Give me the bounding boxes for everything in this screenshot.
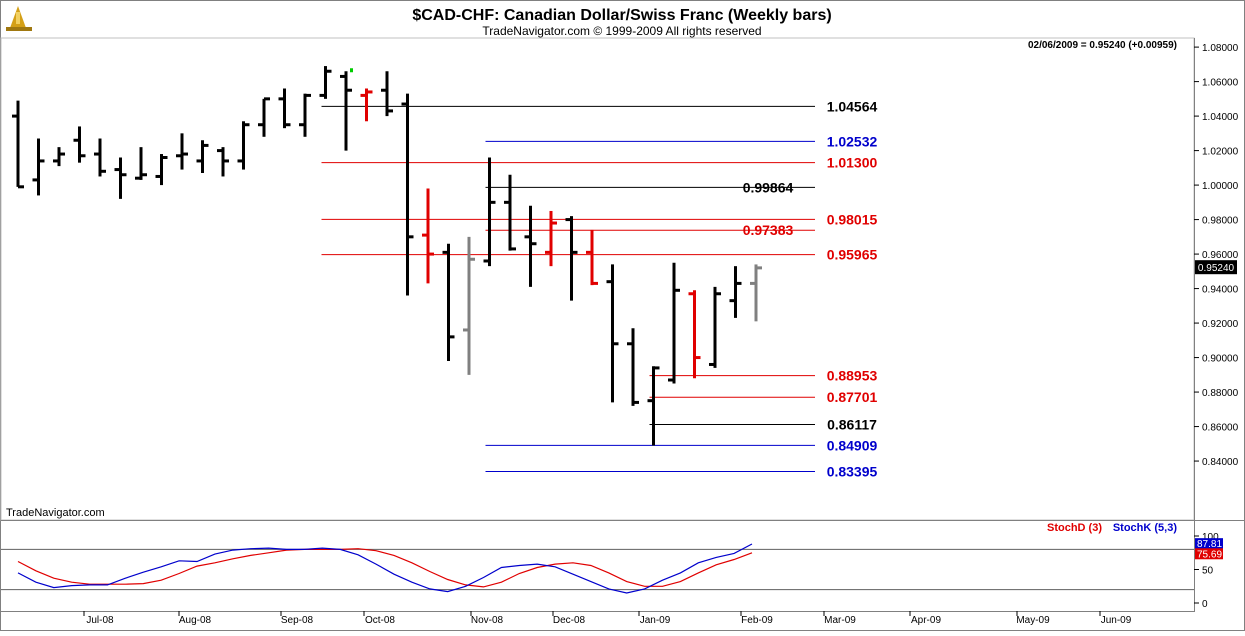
date-tick-label: Apr-09 bbox=[911, 615, 941, 626]
price-tick-label: 1.04000 bbox=[1202, 112, 1239, 123]
date-axis: Jul-08 Aug-08 Sep-08 Oct-08 Nov-08 Dec-08 Jan-… bbox=[83, 611, 1132, 626]
date-tick-label: Nov-08 bbox=[471, 615, 504, 626]
date-tick-label: Oct-08 bbox=[365, 615, 395, 626]
tradenavigator-logo bbox=[6, 6, 32, 31]
stoch-axis: 0 50 100 bbox=[1, 532, 1219, 610]
level-label: 1.04564 bbox=[827, 98, 878, 114]
last-price-box bbox=[1195, 260, 1237, 275]
level-label: 0.86117 bbox=[827, 417, 877, 433]
date-tick-label: Jun-09 bbox=[1101, 615, 1132, 626]
price-tick-label: 0.96000 bbox=[1202, 250, 1239, 261]
price-tick-label: 1.08000 bbox=[1202, 43, 1239, 54]
date-tick-label: Mar-09 bbox=[824, 615, 856, 626]
price-tick-label: 1.06000 bbox=[1202, 78, 1239, 89]
chart-title: $CAD-CHF: Canadian Dollar/Swiss Franc (W… bbox=[412, 7, 831, 24]
stoch-d-legend: StochD (3) bbox=[1047, 522, 1102, 534]
level-label: 1.01300 bbox=[827, 155, 878, 171]
level-label: 0.97383 bbox=[743, 222, 794, 238]
stoch-series-line bbox=[17, 548, 753, 588]
level-label: 0.83395 bbox=[827, 463, 878, 479]
date-tick-label: Sep-08 bbox=[281, 615, 314, 626]
level-label: 0.84909 bbox=[827, 437, 878, 453]
stoch-tick-label: 0 bbox=[1202, 599, 1208, 610]
level-label: 0.95965 bbox=[827, 247, 878, 263]
last-price-label: 0.95240 bbox=[1198, 263, 1235, 274]
last-quote: 02/06/2009 = 0.95240 (+0.00959) bbox=[1028, 40, 1177, 51]
price-tick-label: 0.92000 bbox=[1202, 319, 1239, 330]
stoch-k-last-box bbox=[1195, 538, 1223, 550]
date-tick-label: Aug-08 bbox=[179, 615, 212, 626]
stoch-d-last-label: 75.69 bbox=[1197, 549, 1222, 560]
watermark: TradeNavigator.com bbox=[6, 507, 105, 519]
stoch-series-line bbox=[17, 543, 753, 594]
stoch-tick-label: 50 bbox=[1202, 566, 1214, 577]
level-label: 0.87701 bbox=[827, 389, 878, 405]
level-label: 0.88953 bbox=[827, 368, 878, 384]
stoch-k-last-label: 87.81 bbox=[1197, 539, 1222, 550]
ohlc-bars bbox=[12, 66, 762, 446]
stoch-d-last-box bbox=[1195, 548, 1223, 560]
signal-marker bbox=[350, 68, 353, 73]
copyright-subtitle: TradeNavigator.com © 1999-2009 All right… bbox=[482, 24, 761, 38]
price-tick-label: 1.00000 bbox=[1202, 181, 1239, 192]
level-label: 0.98015 bbox=[827, 211, 878, 227]
price-tick-label: 1.02000 bbox=[1202, 147, 1239, 158]
fib-levels: 1.04564 1.02532 1.01300 0.99864 0.98015 0.973… bbox=[321, 98, 878, 479]
stoch-k-legend: StochK (5,3) bbox=[1113, 522, 1178, 534]
price-tick-label: 0.94000 bbox=[1202, 285, 1239, 296]
price-tick-label: 0.84000 bbox=[1202, 457, 1239, 468]
date-tick-label: Jan-09 bbox=[640, 615, 671, 626]
price-axis: 0.84000 0.86000 0.88000 0.90000 0.92000 0.940… bbox=[1194, 43, 1239, 468]
date-tick-label: Jul-08 bbox=[86, 615, 114, 626]
date-tick-label: Feb-09 bbox=[741, 615, 773, 626]
level-label: 1.02532 bbox=[827, 133, 878, 149]
price-tick-label: 0.90000 bbox=[1202, 354, 1239, 365]
price-tick-label: 0.86000 bbox=[1202, 423, 1239, 434]
date-tick-label: Dec-08 bbox=[553, 615, 586, 626]
price-tick-label: 0.88000 bbox=[1202, 388, 1239, 399]
stoch-tick-label: 100 bbox=[1202, 532, 1219, 543]
price-tick-label: 0.98000 bbox=[1202, 216, 1239, 227]
stochastic-lines bbox=[17, 543, 753, 594]
last-price-marker: 0.95240 bbox=[1195, 260, 1237, 275]
level-label: 0.99864 bbox=[743, 179, 794, 195]
date-tick-label: May-09 bbox=[1016, 615, 1050, 626]
